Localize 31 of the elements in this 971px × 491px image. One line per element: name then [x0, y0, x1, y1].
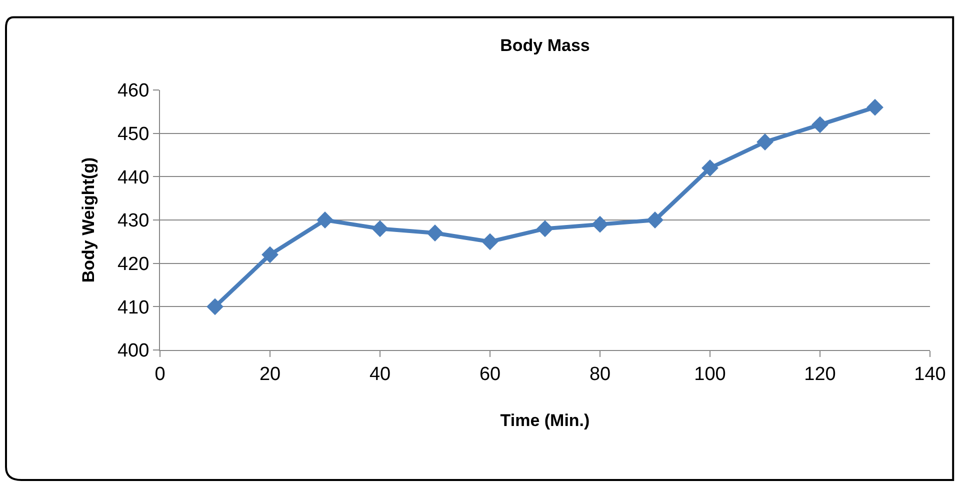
x-axis-title: Time (Min.): [500, 411, 590, 430]
x-tick-label: 0: [154, 364, 166, 385]
point: [426, 224, 444, 242]
point: [812, 116, 828, 134]
point: [866, 98, 884, 116]
x-tick-label: 20: [259, 364, 281, 385]
x-tick-label: 80: [589, 364, 611, 385]
x-tick-label: 40: [369, 364, 391, 385]
y-tick-label: 420: [117, 254, 150, 275]
point: [536, 220, 554, 238]
y-tick-label: 410: [117, 297, 150, 318]
y-tick-label: 460: [117, 80, 150, 102]
point: [592, 216, 608, 233]
y-tick-label: 440: [117, 167, 150, 188]
point: [206, 298, 224, 316]
y-tick-label: 450: [117, 124, 150, 145]
point: [316, 212, 334, 228]
y-tick-label: 400: [117, 340, 150, 362]
point: [482, 233, 498, 250]
point: [646, 212, 664, 228]
y-tick-label: 430: [117, 210, 150, 232]
point: [702, 160, 718, 176]
x-tick-label: 60: [479, 364, 501, 385]
x-tick-label: 140: [914, 364, 946, 385]
y-axis-title: Body Weight(g): [79, 157, 98, 283]
chart-title: Body Mass: [500, 36, 590, 55]
x-tick-label: 120: [804, 364, 836, 385]
point: [756, 134, 774, 150]
x-tick-label: 100: [694, 364, 726, 385]
point: [262, 246, 278, 264]
point: [372, 220, 388, 238]
